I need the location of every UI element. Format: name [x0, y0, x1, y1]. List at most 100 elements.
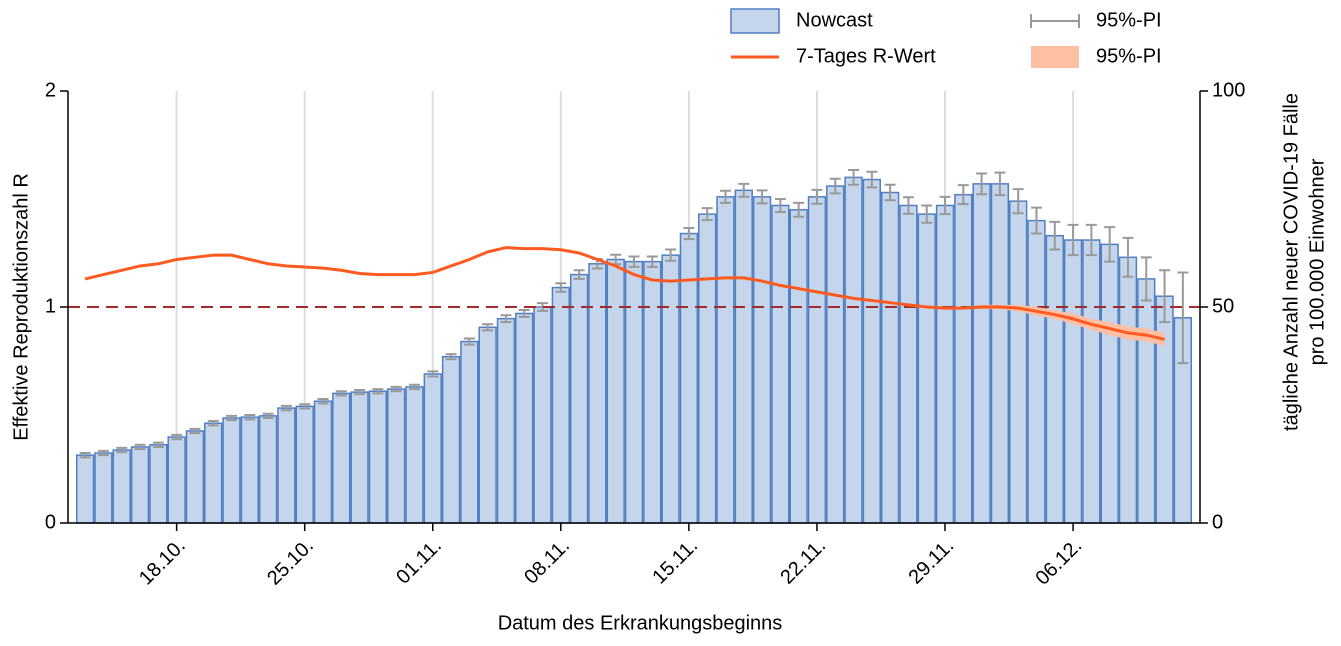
error-bar — [244, 414, 256, 421]
bar — [551, 286, 570, 524]
bar — [185, 430, 205, 524]
bar — [935, 204, 955, 524]
error-bar — [189, 427, 201, 435]
bar — [698, 213, 717, 524]
bar — [478, 326, 497, 524]
error-bar — [299, 403, 311, 410]
x-tick-label: 15.11. — [648, 535, 702, 589]
error-bar — [482, 323, 494, 332]
error-bar — [1159, 269, 1171, 324]
x-tick-label: 08.11. — [520, 535, 574, 589]
bar — [240, 416, 259, 524]
y-tick-label: 1 — [45, 295, 56, 317]
bar — [423, 373, 442, 524]
error-bar — [537, 302, 549, 312]
error-bar — [280, 404, 292, 412]
bar — [826, 185, 845, 524]
error-bar — [848, 169, 860, 186]
bar — [1155, 295, 1174, 524]
bar — [94, 452, 113, 524]
bar — [222, 417, 241, 524]
bar — [515, 312, 534, 524]
bar — [679, 232, 699, 524]
bar — [295, 405, 314, 524]
y-axis-label: Effektive Reproduktionszahl R — [10, 173, 32, 441]
error-bar — [756, 189, 768, 205]
bar — [386, 388, 406, 524]
r-line — [84, 246, 1165, 341]
error-bar — [1012, 188, 1024, 215]
y2-tick-label: 50 — [1212, 295, 1234, 317]
bar — [277, 407, 296, 524]
bar — [899, 204, 918, 524]
error-bar — [1049, 220, 1061, 251]
bar — [533, 306, 552, 524]
error-bar — [1177, 271, 1189, 365]
bar — [167, 436, 186, 524]
bar — [954, 193, 973, 524]
legend-swatch — [1030, 14, 1080, 28]
bar — [130, 446, 150, 524]
y-tick-label: 0 — [45, 511, 56, 533]
error-bar — [408, 383, 420, 391]
error-bar — [738, 182, 750, 198]
error-bar — [1085, 223, 1097, 257]
bar — [1137, 278, 1156, 524]
error-bar — [1140, 256, 1152, 302]
error-bar — [317, 398, 329, 405]
bar — [258, 415, 278, 524]
x-tick-label: 22.11. — [776, 535, 830, 589]
bar — [441, 355, 461, 524]
error-bar — [335, 390, 347, 397]
bar — [789, 209, 808, 524]
bar — [643, 260, 662, 524]
error-bar — [774, 198, 786, 213]
x-tick-label: 06.12. — [1031, 535, 1086, 590]
error-bar — [646, 255, 658, 268]
x-tick-label: 01.11. — [392, 535, 446, 589]
bar — [1009, 200, 1028, 524]
legend-swatch — [1031, 46, 1079, 68]
error-bar — [683, 226, 695, 241]
error-bar — [500, 314, 512, 324]
legend-swatch — [730, 8, 780, 34]
error-bar — [354, 388, 366, 396]
y-tick-label: 2 — [45, 79, 56, 101]
error-bar — [226, 414, 237, 422]
y2-tick-label: 0 — [1212, 511, 1223, 533]
error-bar — [1031, 206, 1042, 235]
bar — [112, 449, 131, 524]
bar — [752, 196, 772, 524]
error-bar — [207, 420, 219, 427]
error-bar — [573, 269, 585, 280]
error-bar — [1067, 223, 1079, 257]
bar — [350, 391, 369, 524]
error-bar — [921, 204, 933, 224]
bar — [1118, 256, 1138, 524]
bar — [844, 176, 863, 524]
error-bar — [902, 196, 914, 215]
error-bar — [994, 171, 1006, 197]
error-bar — [829, 177, 841, 195]
error-bar — [171, 433, 183, 441]
bar — [460, 340, 479, 524]
bar — [661, 254, 680, 524]
bar — [990, 183, 1010, 524]
bar — [1100, 243, 1119, 524]
error-bar — [463, 337, 475, 346]
x-axis-label: Datum des Erkrankungsbeginns — [498, 612, 783, 634]
bar — [1063, 239, 1083, 524]
bar — [149, 444, 168, 524]
legend-label: 7-Tages R-Wert — [796, 45, 936, 67]
error-bar — [866, 170, 878, 189]
bar — [1027, 219, 1046, 524]
bar — [862, 178, 882, 524]
bar — [917, 213, 936, 524]
pi-band — [963, 304, 1165, 346]
error-bar — [262, 412, 274, 420]
error-bar — [628, 255, 640, 268]
bar — [972, 183, 991, 524]
y2-axis-label: tägliche Anzahl neuer COVID-19 Fälle — [1280, 93, 1302, 431]
bar — [496, 317, 516, 524]
error-bar — [518, 309, 530, 318]
